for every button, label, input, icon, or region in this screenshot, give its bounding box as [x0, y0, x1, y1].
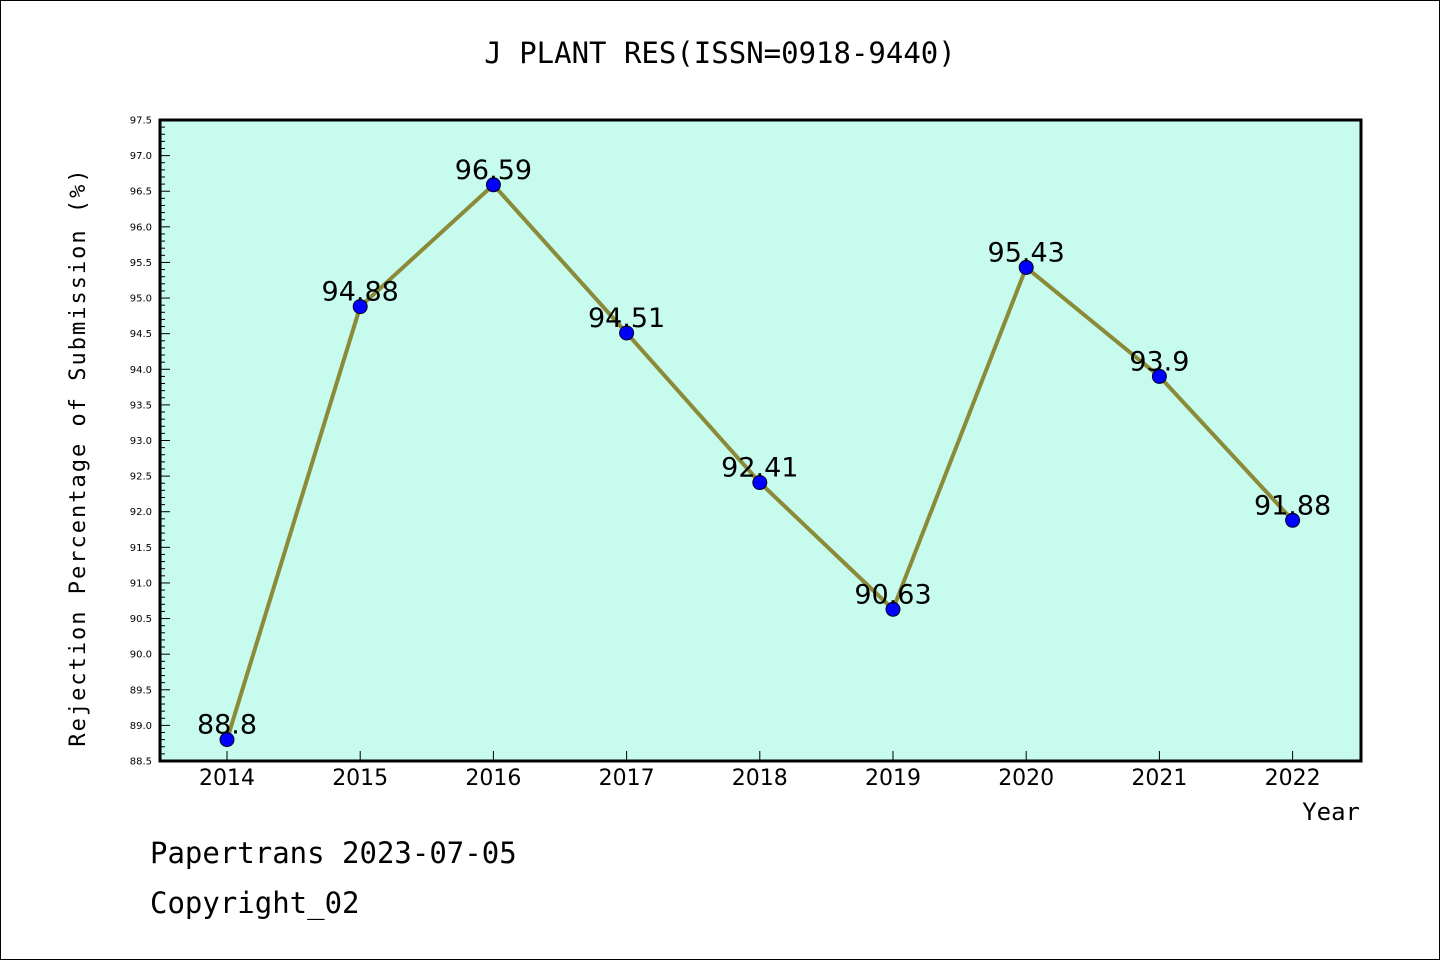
data-label: 94.88	[322, 277, 399, 308]
data-point	[1285, 512, 1301, 528]
y-tick-label: 93.5	[130, 400, 152, 411]
x-tick-label: 2014	[199, 766, 255, 791]
x-tick-label: 2017	[599, 766, 655, 791]
x-tick-label: 2020	[998, 766, 1054, 791]
data-label: 90.63	[854, 579, 931, 610]
x-tick-label: 2019	[865, 766, 921, 791]
x-tick-label: 2018	[732, 766, 788, 791]
x-tick-label: 2022	[1265, 766, 1321, 791]
data-point	[1018, 259, 1034, 275]
y-tick-label: 97.0	[130, 151, 152, 162]
y-tick-label: 92.0	[130, 507, 152, 518]
data-label: 88.8	[197, 710, 257, 741]
data-point	[1151, 368, 1167, 384]
y-tick-label: 92.5	[130, 472, 152, 483]
y-tick-label: 90.5	[130, 614, 152, 625]
y-tick-label: 94.0	[130, 365, 152, 376]
plot-area	[158, 118, 1363, 763]
data-label: 91.88	[1254, 490, 1331, 521]
data-point	[885, 601, 901, 617]
data-label: 92.41	[721, 453, 798, 484]
data-label: 96.59	[455, 155, 532, 186]
x-tick-label: 2016	[465, 766, 521, 791]
x-tick-label: 2021	[1131, 766, 1187, 791]
footer-date: Papertrans 2023-07-05	[150, 836, 517, 870]
y-tick-label: 89.0	[130, 721, 152, 732]
y-tick-label: 91.5	[130, 543, 152, 554]
y-tick-label: 93.0	[130, 436, 152, 447]
data-point	[619, 325, 635, 341]
y-tick-label: 97.5	[130, 116, 152, 127]
chart-title: J PLANT RES(ISSN=0918-9440)	[484, 36, 956, 70]
data-label: 94.51	[588, 303, 665, 334]
y-axis-label: Rejection Percentage of Submission (%)	[66, 167, 91, 746]
x-axis-label: Year	[1302, 798, 1360, 826]
data-point	[352, 299, 368, 315]
y-axis: 88.5 89.0 89.5 90.0 90.5 91.0 91.5 92.0 92.5 93.0…	[130, 116, 170, 768]
data-point	[752, 475, 768, 491]
y-tick-label: 90.0	[130, 650, 152, 661]
y-tick-label: 96.5	[130, 187, 152, 198]
y-tick-label: 91.0	[130, 578, 152, 589]
data-labels: 88.8 94.88 96.59 94.51 92.41 90.63 95.43 93.9 91…	[197, 155, 1331, 741]
y-tick-label: 89.5	[130, 685, 152, 696]
data-label: 95.43	[988, 237, 1065, 268]
y-tick-label: 96.0	[130, 222, 152, 233]
data-label: 93.9	[1129, 346, 1189, 377]
data-point	[219, 732, 235, 748]
y-tick-label: 95.5	[130, 258, 152, 269]
data-points	[219, 177, 1301, 748]
x-axis: 2014 2015 2016 2017 2018 2019 2020 2021 2022	[199, 751, 1321, 791]
x-tick-label: 2015	[332, 766, 388, 791]
footer-copyright: Copyright_02	[150, 886, 360, 920]
y-tick-label: 88.5	[130, 757, 152, 768]
y-tick-label: 94.5	[130, 329, 152, 340]
data-point	[485, 177, 501, 193]
y-tick-label: 95.0	[130, 294, 152, 305]
